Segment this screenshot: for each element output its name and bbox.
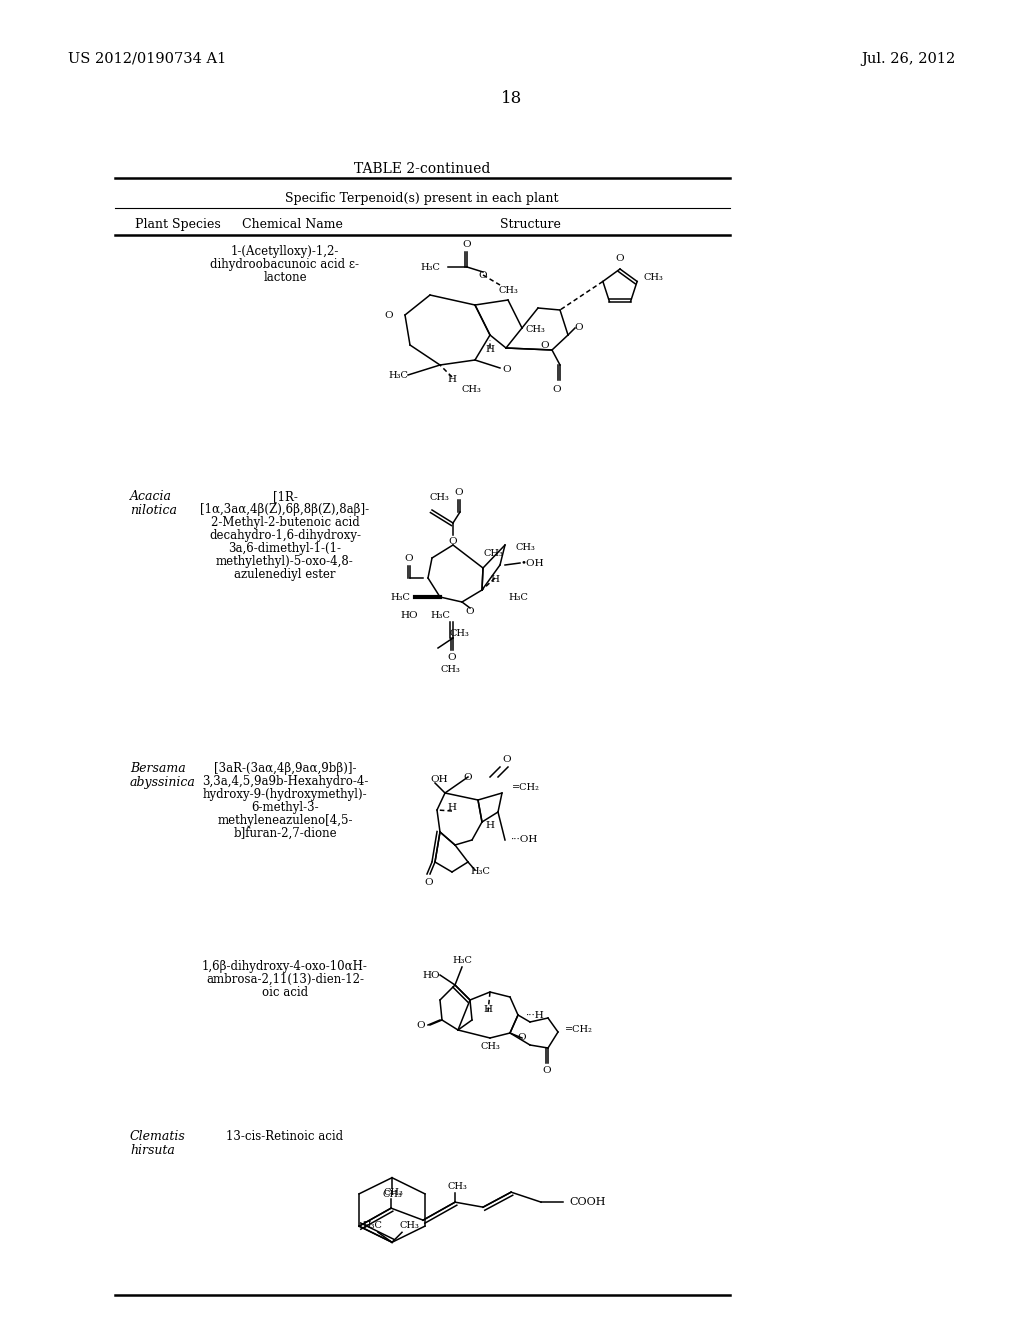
Text: H₃C: H₃C <box>390 593 410 602</box>
Text: O: O <box>541 341 549 350</box>
Text: [1R-: [1R- <box>272 490 297 503</box>
Text: 1-(Acetylloxy)-1,2-: 1-(Acetylloxy)-1,2- <box>230 246 339 257</box>
Text: H: H <box>447 804 457 813</box>
Text: O: O <box>384 310 393 319</box>
Text: oic acid: oic acid <box>262 986 308 999</box>
Text: hirsuta: hirsuta <box>130 1144 175 1158</box>
Text: H₃C: H₃C <box>420 263 440 272</box>
Text: CH₃: CH₃ <box>430 494 450 503</box>
Text: Acacia: Acacia <box>130 490 172 503</box>
Text: CH₃: CH₃ <box>462 385 482 393</box>
Text: 6-methyl-3-: 6-methyl-3- <box>251 801 318 814</box>
Text: Jul. 26, 2012: Jul. 26, 2012 <box>862 51 956 66</box>
Text: CH₃: CH₃ <box>498 286 518 294</box>
Text: O: O <box>425 878 433 887</box>
Text: •OH: •OH <box>520 558 544 568</box>
Text: CH₃: CH₃ <box>515 544 535 553</box>
Text: 18: 18 <box>502 90 522 107</box>
Text: abyssinica: abyssinica <box>130 776 196 789</box>
Text: O: O <box>503 366 511 375</box>
Text: 3a,6-dimethyl-1-(1-: 3a,6-dimethyl-1-(1- <box>228 543 341 554</box>
Text: O: O <box>447 653 457 663</box>
Text: H₃C: H₃C <box>362 1221 382 1230</box>
Text: H: H <box>485 821 495 830</box>
Text: [3aR-(3aα,4β,9aα,9bβ)]-: [3aR-(3aα,4β,9aα,9bβ)]- <box>214 762 356 775</box>
Text: H₃C: H₃C <box>452 956 472 965</box>
Text: O: O <box>503 755 511 764</box>
Text: Plant Species: Plant Species <box>135 218 221 231</box>
Text: O: O <box>574 323 583 333</box>
Text: b]furan-2,7-dione: b]furan-2,7-dione <box>233 828 337 840</box>
Text: methylethyl)-5-oxo-4,8-: methylethyl)-5-oxo-4,8- <box>216 554 354 568</box>
Text: O: O <box>553 385 561 393</box>
Text: H: H <box>447 375 457 384</box>
Text: O: O <box>464 772 472 781</box>
Text: H: H <box>483 1006 493 1015</box>
Text: O: O <box>417 1020 425 1030</box>
Text: CH₃: CH₃ <box>440 665 460 675</box>
Text: CH₃: CH₃ <box>450 628 470 638</box>
Text: CH₃: CH₃ <box>400 1221 420 1230</box>
Text: H₃C: H₃C <box>508 594 528 602</box>
Text: CH₃: CH₃ <box>447 1183 467 1191</box>
Text: 3,3a,4,5,9a9b-Hexahydro-4-: 3,3a,4,5,9a9b-Hexahydro-4- <box>202 775 369 788</box>
Text: Chemical Name: Chemical Name <box>242 218 343 231</box>
Text: CH₃: CH₃ <box>382 1189 402 1199</box>
Text: O: O <box>466 607 474 616</box>
Text: 13-cis-Retinoic acid: 13-cis-Retinoic acid <box>226 1130 344 1143</box>
Text: HO: HO <box>400 610 418 619</box>
Text: H₃C: H₃C <box>430 610 450 619</box>
Text: US 2012/0190734 A1: US 2012/0190734 A1 <box>68 51 226 66</box>
Text: H: H <box>490 576 500 585</box>
Text: lactone: lactone <box>263 271 307 284</box>
Text: =CH₂: =CH₂ <box>565 1026 593 1035</box>
Text: Specific Terpenoid(s) present in each plant: Specific Terpenoid(s) present in each pl… <box>286 191 559 205</box>
Text: Structure: Structure <box>500 218 560 231</box>
Text: H₃C: H₃C <box>470 867 489 876</box>
Text: O: O <box>449 537 458 546</box>
Text: CH₃: CH₃ <box>480 1041 500 1051</box>
Text: CH₃: CH₃ <box>525 326 545 334</box>
Text: ambrosa-2,11(13)-dien-12-: ambrosa-2,11(13)-dien-12- <box>206 973 364 986</box>
Text: OH: OH <box>430 776 447 784</box>
Text: [1α,3aα,4β(Z),6β,8β(Z),8aβ]-: [1α,3aα,4β(Z),6β,8β(Z),8aβ]- <box>201 503 370 516</box>
Text: H: H <box>485 346 495 355</box>
Text: HO: HO <box>422 970 440 979</box>
Text: O: O <box>478 271 487 280</box>
Text: hydroxy-9-(hydroxymethyl)-: hydroxy-9-(hydroxymethyl)- <box>203 788 368 801</box>
Text: CH₃: CH₃ <box>643 272 663 281</box>
Text: 2-Methyl-2-butenoic acid: 2-Methyl-2-butenoic acid <box>211 516 359 529</box>
Text: Clematis: Clematis <box>130 1130 185 1143</box>
Text: methyleneazuleno[4,5-: methyleneazuleno[4,5- <box>217 814 352 828</box>
Text: dihydroobacunoic acid ε-: dihydroobacunoic acid ε- <box>211 257 359 271</box>
Text: O: O <box>518 1034 526 1043</box>
Text: decahydro-1,6-dihydroxy-: decahydro-1,6-dihydroxy- <box>209 529 361 543</box>
Text: nilotica: nilotica <box>130 504 177 517</box>
Text: O: O <box>615 253 625 263</box>
Text: ···H: ···H <box>525 1011 544 1019</box>
Text: CH₃: CH₃ <box>483 549 503 557</box>
Text: =CH₂: =CH₂ <box>512 783 540 792</box>
Text: O: O <box>455 488 463 498</box>
Text: H₃C: H₃C <box>388 371 408 380</box>
Text: O: O <box>543 1067 551 1074</box>
Text: ···OH: ···OH <box>510 836 538 845</box>
Text: 1,6β-dihydroxy-4-oxo-10αH-: 1,6β-dihydroxy-4-oxo-10αH- <box>202 960 368 973</box>
Text: Bersama: Bersama <box>130 762 185 775</box>
Text: COOH: COOH <box>569 1197 605 1208</box>
Text: O: O <box>404 554 414 564</box>
Text: azulenediyl ester: azulenediyl ester <box>234 568 336 581</box>
Text: O: O <box>463 240 471 249</box>
Text: CH₃: CH₃ <box>383 1188 403 1197</box>
Text: TABLE 2-continued: TABLE 2-continued <box>354 162 490 176</box>
